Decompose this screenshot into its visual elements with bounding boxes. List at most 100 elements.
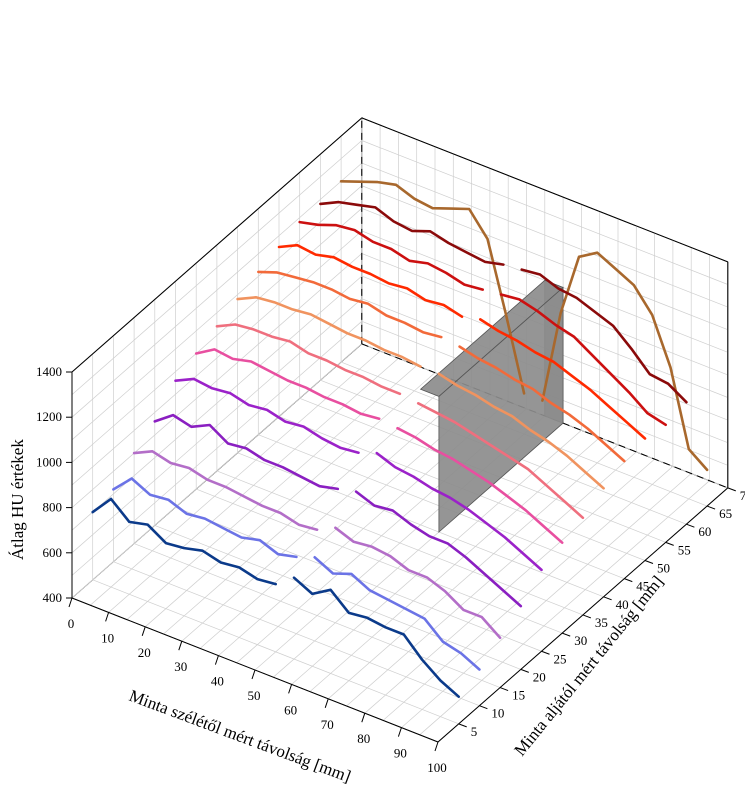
y-tick [706, 505, 716, 510]
x-tick [68, 597, 73, 608]
z-tick-label: 600 [43, 545, 63, 560]
series-line-y20-right [354, 490, 523, 608]
series-line-y5-right [292, 576, 461, 699]
series-line-y30-right [396, 426, 564, 545]
y-tick-label: 70 [740, 488, 745, 503]
left-gridline-z [71, 140, 363, 395]
series-line-y10-right [313, 555, 481, 671]
x-tick [397, 727, 402, 737]
x-tick [178, 641, 183, 651]
z-tick-label: 1200 [36, 409, 62, 424]
y-tick [499, 687, 509, 692]
left-gridline-z [71, 321, 363, 576]
left-gridline-z [71, 253, 363, 508]
z-axis-label: Átlag HU értékek [8, 439, 27, 560]
top-left-edge [71, 117, 363, 373]
y-tick-label: 25 [554, 651, 567, 666]
series-line-y40-right [437, 372, 605, 490]
series-line-y50-left [277, 243, 464, 319]
x-tick-label: 70 [321, 717, 334, 732]
x-tick [105, 612, 110, 622]
series-line-y55-left [298, 220, 485, 291]
floor-gridline-y [196, 488, 563, 634]
left-gridline-z [71, 343, 363, 599]
x-tick [288, 684, 293, 694]
x-tick-label: 0 [68, 616, 75, 631]
x-tick-label: 10 [101, 630, 114, 645]
series-line-y35-right [416, 401, 585, 520]
series-line-y15-right [334, 526, 502, 640]
y-tick-label: 40 [616, 597, 629, 612]
left-gridline-z [71, 162, 363, 418]
floor-gridline-y [133, 543, 501, 688]
y-tick-label: 65 [719, 506, 732, 521]
y-tick [562, 632, 571, 637]
z-tick-label: 1400 [36, 364, 62, 379]
x-tick [214, 655, 219, 665]
series-line-y25-left [174, 377, 360, 455]
series-line-y15-left [132, 449, 319, 532]
series-line-y40-left [236, 295, 422, 368]
x-tick-label: 40 [211, 674, 224, 689]
data-series-group [91, 180, 709, 699]
y-tick [541, 650, 550, 655]
axis-ticks: 400 600 800 1000 1200 1400 0 10 20 30 40 50 60 70 80 90… [36, 364, 745, 775]
series-line-y45-right [458, 345, 626, 463]
series-line-y45-left [256, 270, 443, 339]
left-gridline-z [71, 185, 363, 441]
y-tick [520, 668, 529, 673]
x-tick [141, 626, 146, 636]
y-tick-label: 10 [491, 706, 504, 721]
back-gridline-z [361, 162, 728, 308]
y-tick [686, 523, 695, 528]
x-axis-label: Minta szélétől mért távolság [mm] [127, 686, 354, 785]
x-tick [324, 698, 329, 708]
y-tick-label: 30 [574, 633, 587, 648]
back-gridline-z [361, 185, 728, 331]
y-tick-label: 20 [533, 669, 546, 684]
y-tick-label: 5 [471, 724, 478, 739]
x-tick-label: 90 [394, 746, 407, 761]
y-tick-label: 60 [698, 524, 711, 539]
z-tick-label: 800 [43, 500, 63, 515]
left-gridline-z [71, 230, 363, 486]
x-tick-label: 30 [174, 659, 187, 674]
series-line-y60-left [319, 200, 505, 266]
series-line-y10-left [112, 477, 298, 559]
series-line-y5-left [91, 497, 278, 586]
y-tick [624, 578, 633, 583]
series-line-y55-right [499, 293, 668, 427]
y-tick [458, 723, 467, 728]
x-tick-label: 50 [248, 688, 261, 703]
x-tick [251, 669, 256, 680]
y-tick [727, 487, 736, 492]
x-tick [434, 741, 439, 752]
y-tick-label: 45 [636, 579, 649, 594]
y-tick-label: 50 [657, 561, 670, 576]
series-line-y50-right [478, 318, 647, 440]
z-tick-label: 400 [43, 590, 63, 605]
series-line-y20-left [153, 413, 340, 491]
floor-gridline-y [216, 470, 584, 616]
series-line-y25-right [375, 451, 543, 572]
left-gridline-z [71, 208, 363, 463]
x-tick-label: 100 [427, 760, 447, 775]
y-tick [644, 560, 654, 564]
floor-gridline-y [92, 579, 459, 725]
series-line-y30-left [194, 348, 381, 421]
top-back-edge [361, 117, 728, 263]
series-line-y35-left [215, 323, 402, 396]
x-tick [361, 713, 366, 723]
x-tick-label: 20 [138, 645, 151, 660]
y-tick [479, 705, 488, 710]
floor-gridline-y [113, 561, 480, 707]
x-tick-label: 80 [357, 731, 370, 746]
left-gridline-z [71, 275, 363, 531]
y-tick-label: 35 [595, 615, 608, 630]
series-line-y65-right [541, 251, 709, 472]
y-tick-label: 55 [678, 542, 691, 557]
z-tick-label: 1000 [36, 454, 62, 469]
y-tick [665, 541, 674, 546]
y-tick-label: 15 [512, 688, 525, 703]
